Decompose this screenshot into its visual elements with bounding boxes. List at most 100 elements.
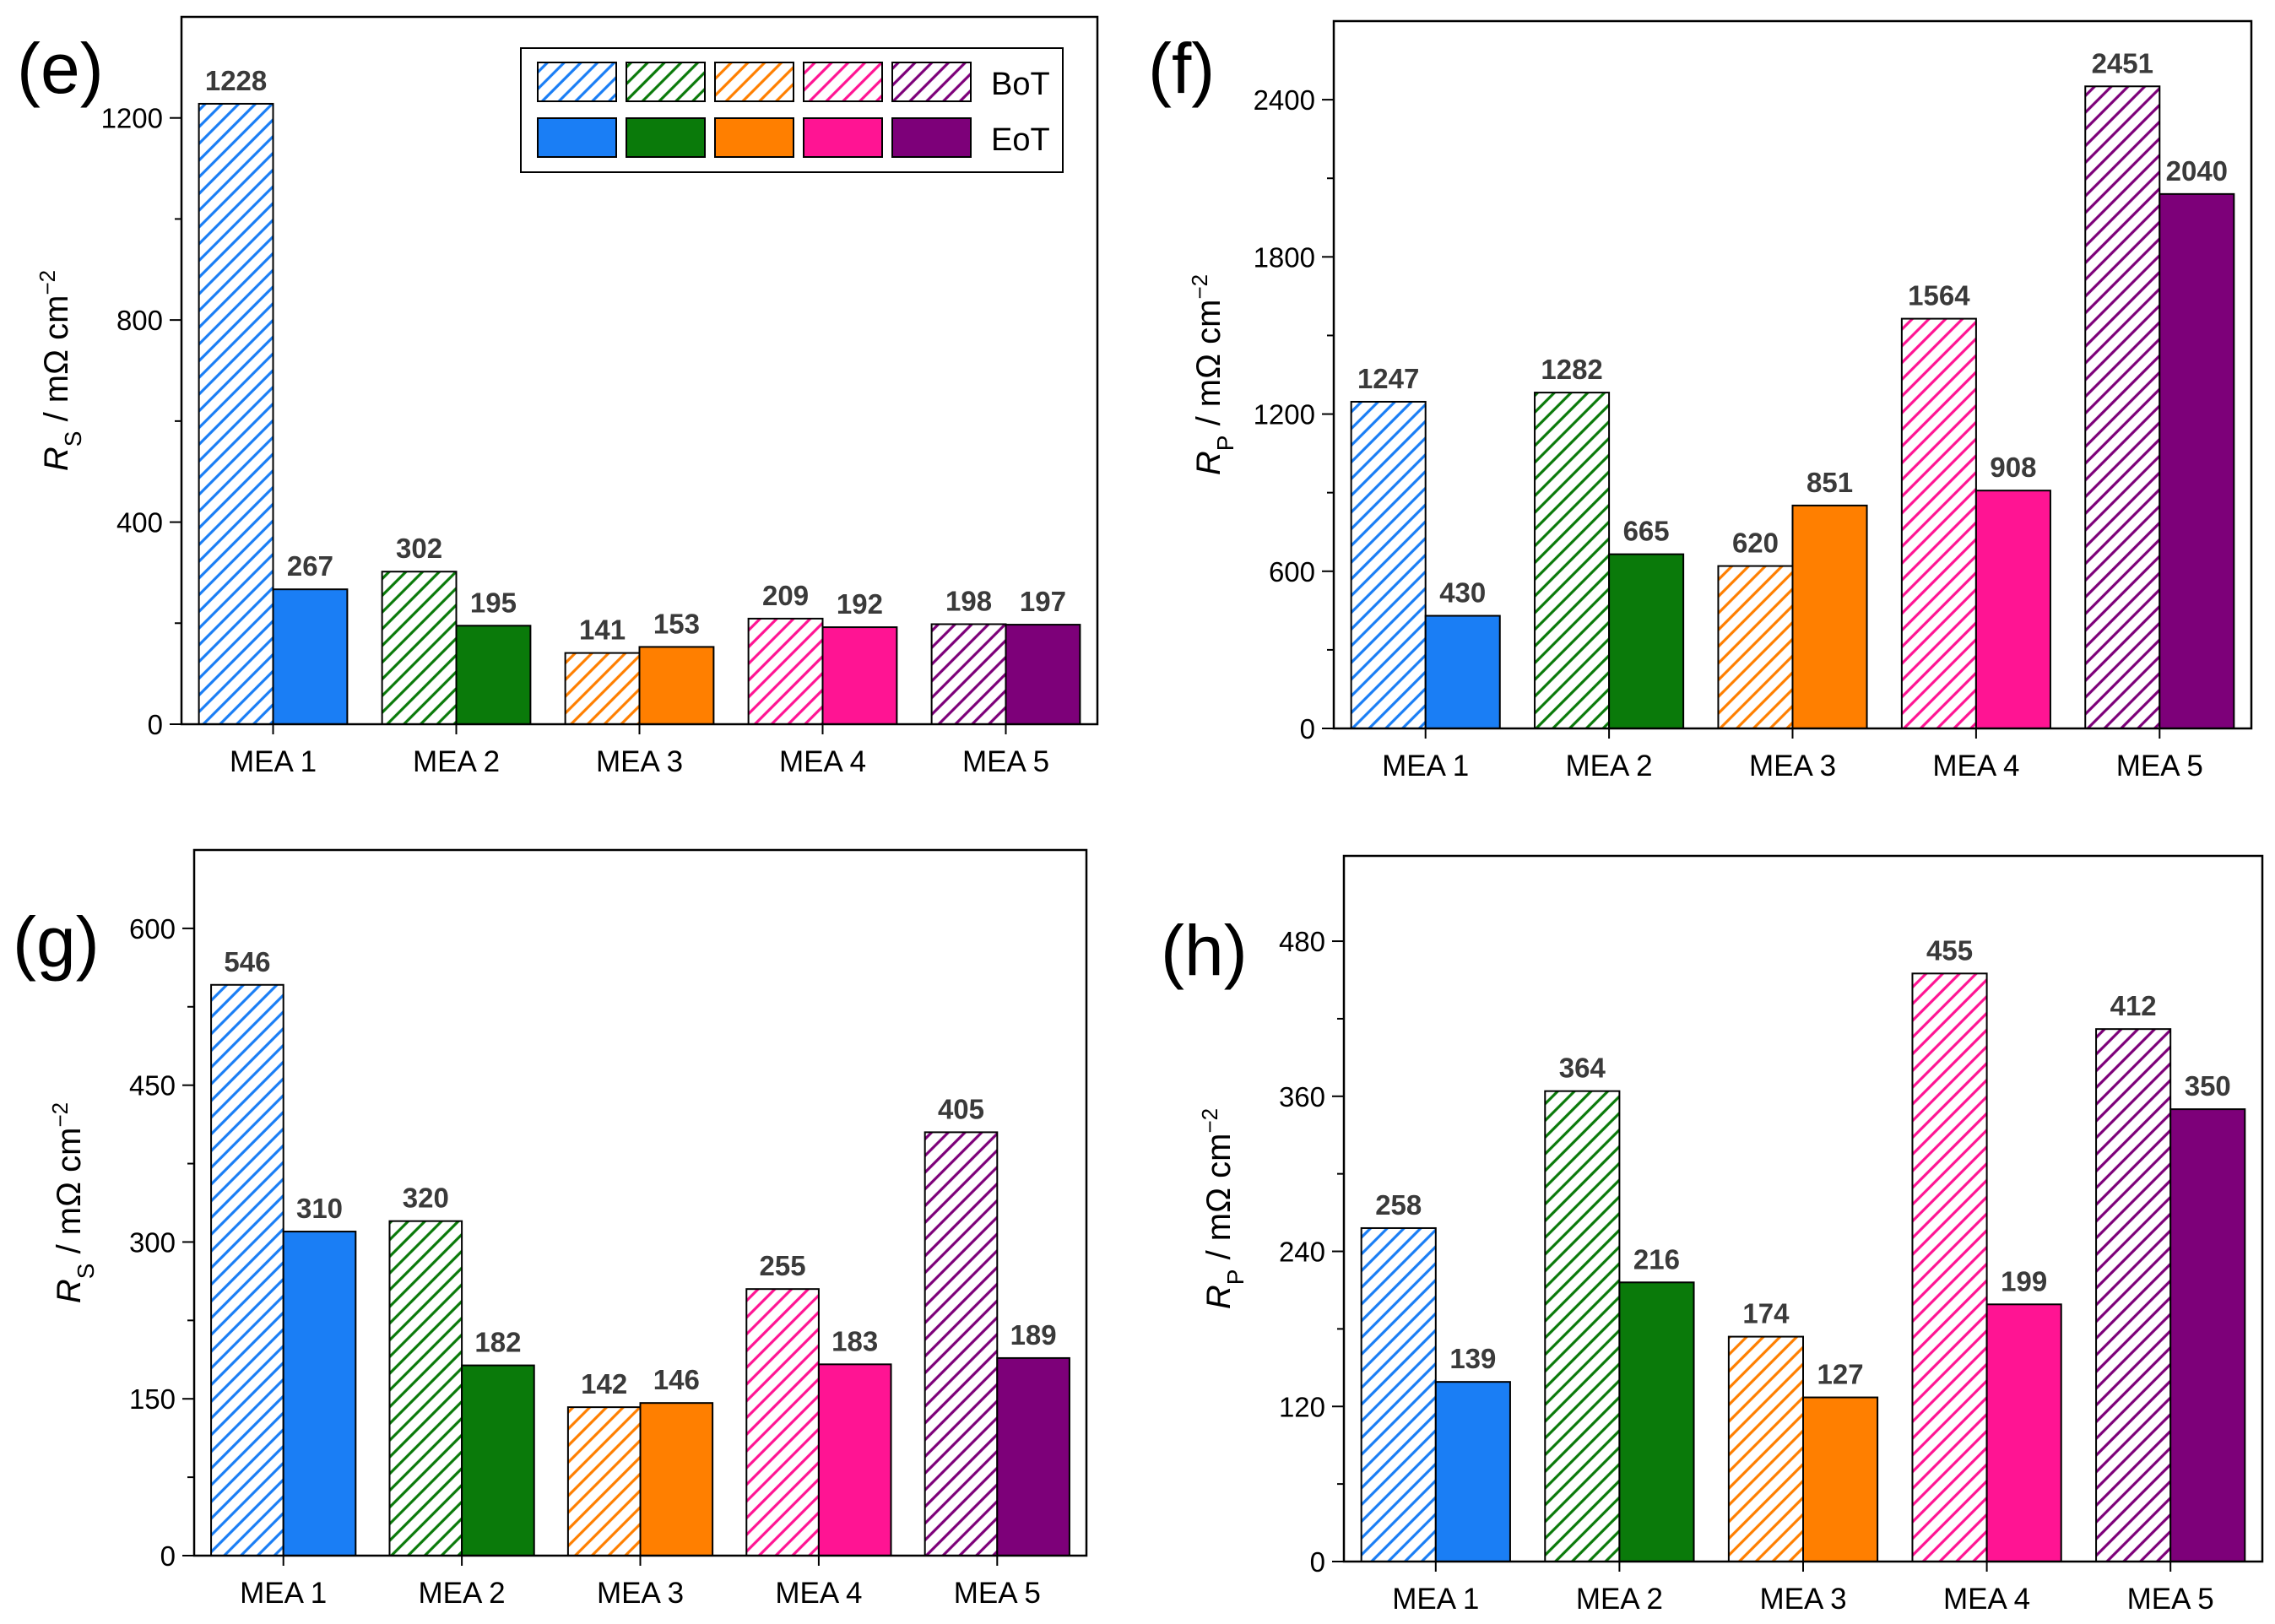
bar-bot-mea3 — [564, 652, 641, 726]
y-axis-subscript: P — [1212, 436, 1238, 452]
bar-eot-mea2 — [1608, 553, 1685, 729]
panel-e: 1228 267 MEA 1 302 195 MEA 2 141 153 MEA 3 209 192… — [17, 15, 1099, 778]
y-axis-label: RS / mΩ cm−2 — [35, 270, 86, 471]
x-tick-label: MEA 5 — [2116, 750, 2203, 782]
y-tick-label: 0 — [160, 1540, 176, 1572]
y-axis-label: RP / mΩ cm−2 — [1187, 274, 1238, 475]
legend-swatch-bot — [891, 62, 972, 102]
bar-eot-mea5 — [2159, 192, 2235, 730]
x-tick-label: MEA 2 — [1566, 750, 1653, 782]
panel-letter: (g) — [13, 902, 100, 982]
bar-bot-mea1 — [210, 983, 284, 1557]
x-tick-label: MEA 3 — [1749, 750, 1836, 782]
bar-eot-mea3 — [1791, 504, 1868, 729]
y-tick-label: 600 — [1269, 556, 1315, 587]
value-label: 199 — [2001, 1265, 2047, 1296]
y-tick-label: 240 — [1279, 1237, 1325, 1268]
legend: BoT EoT — [520, 47, 1064, 173]
bar-eot-mea3 — [639, 1402, 714, 1556]
x-tick-label: MEA 1 — [230, 745, 317, 778]
bar-eot-mea4 — [817, 1363, 892, 1556]
bar-bot-mea2 — [381, 571, 458, 726]
y-axis-unit: / mΩ cm — [1190, 300, 1227, 436]
legend-label-bot: BoT — [991, 67, 1050, 102]
y-axis-unit: / mΩ cm — [1200, 1134, 1238, 1269]
value-label: 174 — [1742, 1298, 1790, 1329]
x-tick-label: MEA 2 — [413, 745, 500, 778]
bar-bot-mea5 — [2095, 1028, 2172, 1562]
x-tick-label: MEA 3 — [1759, 1583, 1846, 1616]
value-label: 141 — [579, 614, 626, 646]
value-label: 258 — [1375, 1189, 1422, 1221]
y-tick-label: 600 — [129, 913, 176, 945]
y-axis-superscript: −2 — [35, 270, 60, 295]
value-label: 412 — [2110, 990, 2157, 1021]
legend-swatch-eot — [891, 117, 972, 158]
y-tick-label: 150 — [129, 1383, 176, 1415]
bar-eot-mea2 — [1618, 1281, 1695, 1563]
y-axis-unit: / mΩ cm — [38, 295, 75, 431]
bar-bot-mea5 — [930, 623, 1007, 725]
value-label: 182 — [474, 1327, 521, 1358]
y-axis-symbol: R — [51, 1279, 88, 1303]
value-label: 350 — [2185, 1070, 2231, 1102]
bar-eot-mea3 — [638, 646, 715, 726]
value-label: 142 — [581, 1368, 627, 1399]
bar-eot-mea5 — [996, 1356, 1070, 1557]
bar-eot-mea5 — [1005, 624, 1081, 725]
value-label: 153 — [653, 608, 700, 639]
x-tick-label: MEA 1 — [1392, 1583, 1479, 1616]
x-tick-label: MEA 5 — [2127, 1583, 2214, 1616]
y-tick-label: 0 — [148, 709, 163, 740]
bar-bot-mea4 — [1911, 972, 1988, 1563]
legend-swatch-eot — [803, 117, 883, 158]
x-tick-label: MEA 3 — [597, 1577, 684, 1610]
value-label: 1282 — [1541, 354, 1602, 385]
value-label: 267 — [287, 550, 333, 582]
value-label: 198 — [945, 585, 992, 616]
value-label: 430 — [1439, 577, 1486, 609]
bar-bot-mea4 — [747, 617, 824, 725]
value-label: 455 — [1926, 934, 1973, 966]
plot-frame — [1332, 19, 2253, 730]
legend-swatch-bot — [626, 62, 706, 102]
value-label: 405 — [938, 1093, 984, 1124]
value-label: 1564 — [1908, 280, 1970, 311]
plot-frame — [1342, 854, 2264, 1563]
bar-eot-mea2 — [455, 625, 532, 725]
bar-eot-mea1 — [1434, 1381, 1511, 1562]
x-tick-label: MEA 2 — [1576, 1583, 1663, 1616]
x-tick-label: MEA 3 — [596, 745, 683, 778]
value-label: 139 — [1449, 1343, 1496, 1374]
bar-bot-mea3 — [1717, 565, 1794, 729]
bar-bot-mea4 — [1900, 317, 1977, 729]
legend-label-eot: EoT — [991, 122, 1050, 158]
panel-letter: (e) — [17, 29, 104, 108]
bar-eot-mea4 — [1985, 1303, 2062, 1563]
y-tick-label: 1800 — [1254, 241, 1315, 273]
bar-bot-mea3 — [566, 1406, 642, 1556]
value-label: 320 — [403, 1183, 449, 1214]
bar-bot-mea1 — [198, 102, 274, 725]
value-label: 364 — [1559, 1053, 1606, 1084]
y-tick-label: 120 — [1279, 1391, 1325, 1422]
bar-bot-mea1 — [1350, 400, 1427, 729]
y-tick-label: 450 — [129, 1070, 176, 1102]
bar-eot-mea4 — [1974, 490, 2051, 729]
y-axis-superscript: −2 — [1197, 1108, 1222, 1134]
bar-eot-mea4 — [821, 626, 898, 725]
x-tick-label: MEA 1 — [240, 1577, 327, 1610]
plot-frame — [180, 15, 1099, 726]
value-label: 209 — [762, 580, 809, 611]
legend-swatch-bot — [803, 62, 883, 102]
value-label: 908 — [1990, 452, 2036, 483]
bar-bot-mea3 — [1727, 1335, 1804, 1562]
y-tick-label: 2400 — [1254, 84, 1315, 116]
bar-bot-mea4 — [745, 1288, 820, 1556]
x-tick-label: MEA 4 — [1943, 1583, 2030, 1616]
value-label: 546 — [224, 946, 270, 977]
panel-letter: (h) — [1161, 911, 1248, 990]
y-axis-superscript: −2 — [1187, 274, 1212, 300]
bar-eot-mea1 — [282, 1231, 357, 1556]
value-label: 127 — [1817, 1359, 1864, 1390]
